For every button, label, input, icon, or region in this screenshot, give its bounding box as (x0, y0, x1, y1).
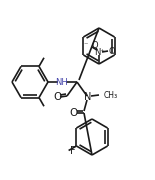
Text: N: N (84, 92, 92, 102)
Text: N⁺: N⁺ (95, 48, 105, 57)
Text: O: O (109, 46, 115, 55)
Text: ⁻: ⁻ (84, 40, 88, 50)
Text: O: O (53, 92, 61, 102)
Text: O: O (69, 108, 77, 118)
Text: NH: NH (56, 78, 68, 87)
Text: O: O (91, 40, 98, 50)
Text: F: F (70, 145, 75, 156)
Text: CH₃: CH₃ (104, 91, 118, 100)
